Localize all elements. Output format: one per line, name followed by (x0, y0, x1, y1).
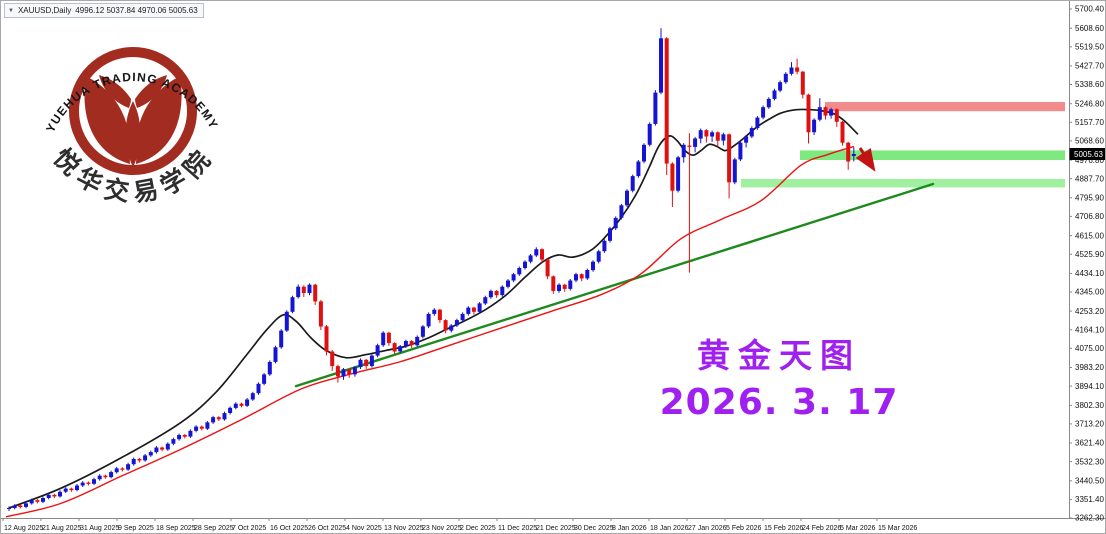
svg-text:27 Jan 2026: 27 Jan 2026 (688, 525, 727, 532)
svg-text:24 Feb 2026: 24 Feb 2026 (802, 525, 841, 532)
svg-text:4345.00: 4345.00 (1075, 288, 1104, 297)
svg-text:15 Mar 2026: 15 Mar 2026 (878, 525, 917, 532)
last-price-badge: 5005.63 (1069, 148, 1105, 160)
svg-text:5338.60: 5338.60 (1075, 80, 1104, 89)
svg-text:3983.20: 3983.20 (1075, 363, 1104, 372)
svg-text:4976.80: 4976.80 (1075, 156, 1104, 165)
svg-text:21 Dec 2025: 21 Dec 2025 (536, 525, 576, 532)
svg-text:5005.63: 5005.63 (1074, 150, 1103, 159)
logo-ring (69, 47, 197, 175)
svg-text:3351.40: 3351.40 (1075, 495, 1104, 504)
svg-text:4 Nov 2025: 4 Nov 2025 (346, 525, 382, 532)
chart-annotation: 黄金天图 2026. 3. 17 (627, 329, 931, 423)
svg-text:4615.00: 4615.00 (1075, 231, 1104, 240)
svg-text:3621.40: 3621.40 (1075, 439, 1104, 448)
svg-text:4253.20: 4253.20 (1075, 307, 1104, 316)
svg-text:3440.50: 3440.50 (1075, 477, 1104, 486)
svg-text:2 Dec 2025: 2 Dec 2025 (460, 525, 496, 532)
svg-text:4887.70: 4887.70 (1075, 174, 1104, 183)
svg-text:16 Oct 2025: 16 Oct 2025 (270, 525, 308, 532)
svg-text:26 Oct 2025: 26 Oct 2025 (308, 525, 346, 532)
svg-text:11 Dec 2025: 11 Dec 2025 (498, 525, 537, 532)
svg-text:3802.30: 3802.30 (1075, 401, 1104, 410)
svg-text:4525.90: 4525.90 (1075, 250, 1104, 259)
svg-text:5608.60: 5608.60 (1075, 24, 1104, 33)
chevron-down-icon: ▼ (8, 7, 14, 14)
svg-text:4434.10: 4434.10 (1075, 269, 1104, 278)
svg-text:31 Aug 2025: 31 Aug 2025 (80, 525, 119, 532)
logo-tulip-icon (84, 75, 182, 167)
svg-text:5700.40: 5700.40 (1075, 5, 1104, 14)
support-zone-1 (800, 150, 1065, 160)
svg-text:5519.50: 5519.50 (1075, 43, 1104, 52)
svg-text:28 Sep 2025: 28 Sep 2025 (194, 525, 234, 532)
down-arrow[interactable] (855, 147, 876, 172)
candles-layer (7, 28, 856, 511)
y-axis: 5700.40 5608.60 5519.50 5427.70 5338.60 5246.… (1069, 5, 1104, 523)
ohlc-summary: 4996.12 5037.84 4970.06 5005.63 (75, 5, 198, 15)
svg-text:12 Aug 2025: 12 Aug 2025 (4, 525, 43, 532)
svg-text:4075.00: 4075.00 (1075, 344, 1104, 353)
svg-text:13 Nov 2025: 13 Nov 2025 (384, 525, 424, 532)
annotation-date: 2026. 3. 17 (659, 382, 899, 423)
symbol-ohlc-chip[interactable]: ▼ XAUUSD,Daily 4996.12 5037.84 4970.06 5… (4, 3, 204, 18)
svg-text:5 Feb 2026: 5 Feb 2026 (726, 525, 762, 532)
support-trendline[interactable] (294, 182, 935, 388)
svg-text:3262.30: 3262.30 (1075, 514, 1104, 523)
yuehua-logo: YUEHUA TRADING ACADEMY 悦华交易学院 (33, 9, 239, 230)
annotation-title: 黄金天图 (697, 336, 861, 375)
svg-text:9 Sep 2025: 9 Sep 2025 (118, 525, 154, 532)
svg-text:18 Sep 2025: 18 Sep 2025 (156, 525, 196, 532)
resistance-zone (825, 102, 1065, 112)
svg-text:15 Feb 2026: 15 Feb 2026 (764, 525, 803, 532)
svg-text:5427.70: 5427.70 (1075, 62, 1104, 71)
svg-text:5157.70: 5157.70 (1075, 118, 1104, 127)
svg-text:5 Mar 2026: 5 Mar 2026 (840, 525, 876, 532)
support-zone-2 (741, 179, 1065, 188)
svg-text:23 Nov 2025: 23 Nov 2025 (422, 525, 462, 532)
svg-text:30 Dec 2025: 30 Dec 2025 (574, 525, 614, 532)
yuehua-logo-graphic: YUEHUA TRADING ACADEMY 悦华交易学院 (43, 47, 220, 208)
svg-text:4164.10: 4164.10 (1075, 325, 1104, 334)
svg-text:7 Oct 2025: 7 Oct 2025 (232, 525, 266, 532)
svg-text:4795.90: 4795.90 (1075, 194, 1104, 203)
price-zones (741, 102, 1065, 188)
svg-text:3532.30: 3532.30 (1075, 457, 1104, 466)
svg-text:5246.80: 5246.80 (1075, 99, 1104, 108)
symbol-period-label: XAUUSD,Daily (17, 5, 72, 15)
svg-text:4706.80: 4706.80 (1075, 212, 1104, 221)
svg-text:21 Aug 2025: 21 Aug 2025 (42, 525, 81, 532)
svg-text:5068.60: 5068.60 (1075, 137, 1104, 146)
svg-text:18 Jan 2026: 18 Jan 2026 (650, 525, 689, 532)
svg-text:8 Jan 2026: 8 Jan 2026 (612, 525, 647, 532)
svg-text:3894.10: 3894.10 (1075, 382, 1104, 391)
MA-slow-red (5, 145, 855, 518)
svg-text:3713.20: 3713.20 (1075, 420, 1104, 429)
